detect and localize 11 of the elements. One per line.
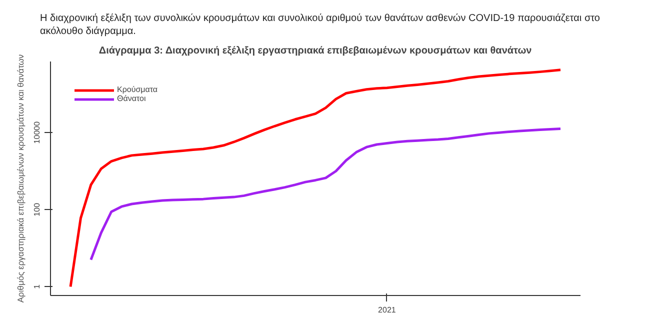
legend-label: Κρούσματα	[117, 85, 158, 94]
line-series	[69, 68, 562, 288]
y-tick-label: 100	[32, 202, 42, 216]
legend-label: Θάνατοι	[117, 94, 146, 103]
y-tick-label: 1	[32, 284, 42, 289]
line-series	[90, 127, 562, 261]
y-axis-title: Αριθμός εργαστηριακά επιβεβαιωμένων κρουσμάτων και θανάτων	[16, 54, 26, 303]
text: 2021	[378, 306, 396, 314]
y-tick-label: 10000	[32, 120, 42, 144]
text: Η διαχρονική εξέλιξη των συνολικών κρουσμάτων και συνολικού αριθμού των θανάτων ασθενών COVID-19 παρουσιάζεται στο ακόλουθο διάγραμμα.	[40, 12, 600, 38]
chart-title: Διάγραμμα 3: Διαχρονική εξέλιξη εργαστηριακά επιβεβαιωμένων κρουσμάτων και θανάτων	[98, 46, 532, 56]
